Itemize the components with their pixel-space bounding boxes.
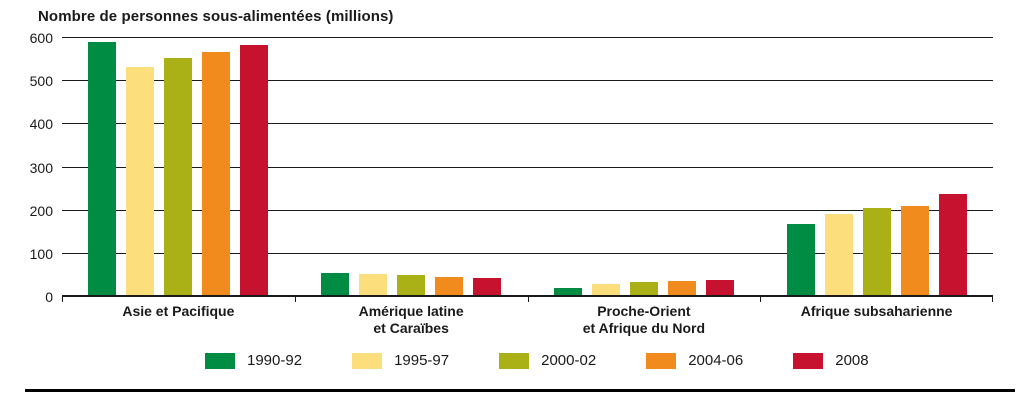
bar-2004-06-am-rique-latine bbox=[435, 277, 464, 297]
legend-swatch bbox=[499, 352, 530, 369]
x-axis-category-line: Amérique latine bbox=[358, 303, 464, 319]
y-axis-label: 500 bbox=[29, 73, 53, 90]
legend-item-2000-02: 2000-02 bbox=[499, 352, 596, 369]
bar-1995-97-proche-orient bbox=[591, 283, 620, 297]
x-axis-category-label: Proche-Orient et Afrique du Nord bbox=[528, 303, 761, 337]
x-axis-labels: Asie et Pacifique Amérique latine et Caraï… bbox=[62, 303, 993, 337]
gridline-300 bbox=[62, 166, 993, 168]
y-axis-label: 200 bbox=[29, 202, 53, 219]
bar-group-1 bbox=[62, 38, 295, 297]
x-axis-category-line: Afrique subsaharienne bbox=[800, 303, 953, 319]
legend-label: 1995-97 bbox=[394, 352, 450, 369]
legend-swatch bbox=[793, 352, 824, 369]
legend-label: 1990-92 bbox=[247, 352, 303, 369]
bar-group-2 bbox=[295, 38, 528, 297]
bar-1995-97-am-rique-latine bbox=[359, 274, 388, 297]
bar-2004-06-proche-orient bbox=[667, 281, 696, 297]
bar-1990-92-proche-orient bbox=[553, 288, 582, 297]
legend-swatch bbox=[646, 352, 677, 369]
bar-2004-06-afrique-subsaharienne bbox=[900, 205, 929, 297]
legend-item-2004-06: 2004-06 bbox=[646, 352, 743, 369]
bar-1990-92-afrique-subsaharienne bbox=[786, 223, 815, 297]
bar-2000-02-asie-et-pacifique bbox=[164, 57, 193, 297]
x-axis-category-line: Asie et Pacifique bbox=[122, 303, 235, 319]
legend-swatch bbox=[352, 352, 383, 369]
bar-2004-06-asie-et-pacifique bbox=[202, 52, 231, 297]
gridline-500 bbox=[62, 80, 993, 82]
bar-2008-am-rique-latine bbox=[473, 277, 502, 297]
x-axis-category-label: Amérique latine et Caraïbes bbox=[295, 303, 528, 337]
bar-2000-02-afrique-subsaharienne bbox=[862, 208, 891, 297]
legend-item-1995-97: 1995-97 bbox=[352, 352, 449, 369]
legend: 1990-92 1995-97 2000-02 2004-06 2008 bbox=[205, 352, 869, 369]
bar-2000-02-proche-orient bbox=[629, 281, 658, 297]
bar-1990-92-asie-et-pacifique bbox=[88, 42, 117, 297]
legend-label: 2004-06 bbox=[688, 352, 744, 369]
x-axis-tick bbox=[992, 297, 993, 302]
chart-title: Nombre de personnes sous-alimentées (mil… bbox=[38, 8, 394, 25]
x-axis-category-line: et Caraïbes bbox=[373, 320, 449, 336]
legend-item-1990-92: 1990-92 bbox=[205, 352, 302, 369]
y-axis-label: 400 bbox=[29, 116, 53, 133]
x-axis-tick bbox=[527, 297, 529, 302]
y-axis-label: 100 bbox=[29, 245, 53, 262]
gridline-100 bbox=[62, 252, 993, 254]
x-axis-tick bbox=[760, 297, 762, 302]
bar-2008-asie-et-pacifique bbox=[240, 45, 269, 297]
legend-label: 2008 bbox=[835, 352, 869, 369]
gridline-0 bbox=[62, 295, 993, 297]
bar-1995-97-asie-et-pacifique bbox=[126, 67, 155, 297]
bar-2008-afrique-subsaharienne bbox=[938, 193, 967, 297]
plot-area: 0 100 200 300 400 500 600 bbox=[30, 31, 993, 304]
y-axis-label: 300 bbox=[29, 159, 53, 176]
x-axis-category-line: et Afrique du Nord bbox=[582, 320, 706, 336]
x-axis-category-label: Afrique subsaharienne bbox=[760, 303, 993, 337]
bar-group-3 bbox=[528, 38, 761, 297]
bar-1995-97-afrique-subsaharienne bbox=[824, 213, 853, 297]
x-axis-tick bbox=[62, 297, 63, 302]
legend-item-2008: 2008 bbox=[793, 352, 869, 369]
legend-label: 2000-02 bbox=[541, 352, 597, 369]
bar-1990-92-am-rique-latine bbox=[321, 273, 350, 297]
gridline-200 bbox=[62, 209, 993, 211]
bar-2000-02-am-rique-latine bbox=[397, 275, 426, 297]
legend-swatch bbox=[205, 352, 235, 369]
x-axis-category-label: Asie et Pacifique bbox=[62, 303, 295, 337]
gridline-600 bbox=[62, 37, 993, 38]
gridline-400 bbox=[62, 123, 993, 125]
x-axis-tick bbox=[294, 297, 296, 302]
bar-2008-proche-orient bbox=[705, 279, 734, 297]
bottom-rule bbox=[25, 389, 1015, 392]
x-axis-category-line: Proche-Orient bbox=[597, 303, 691, 319]
y-axis-label: 0 bbox=[45, 289, 53, 305]
y-axis-label: 600 bbox=[29, 30, 53, 46]
bar-group-4 bbox=[760, 38, 993, 297]
